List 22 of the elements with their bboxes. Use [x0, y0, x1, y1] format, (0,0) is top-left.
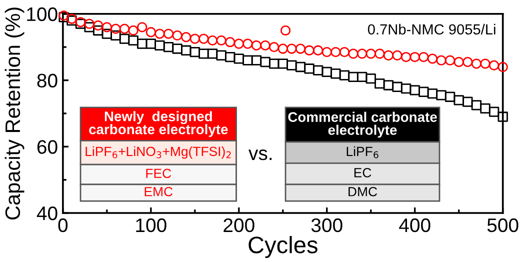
annotation: EC — [354, 168, 372, 178]
y-tick-label: 80 — [37, 74, 58, 88]
annotation: Newly designed carbonate electrolyte — [89, 111, 228, 138]
annotation: LiPF$_{6}$+LiNO$_{3}$+Mg(TFSI)$_{2}$ — [86, 146, 231, 159]
annotation: vs. — [248, 150, 272, 160]
annotation: Commercial carbonate electrolyte — [288, 112, 437, 138]
y-axis-title: Capacity Retention (%) — [4, 8, 24, 220]
x-axis-title: Cycles — [248, 236, 318, 258]
x-tick-label: 400 — [399, 218, 430, 232]
annotation: EMC — [144, 186, 173, 196]
annotation: DMC — [348, 186, 378, 196]
annotation: 0.7Nb-NMC 9055/Li — [368, 24, 496, 35]
annotation: LiPF$_{6}$ — [346, 146, 378, 158]
x-tick-label: 500 — [487, 218, 518, 232]
annotation: FEC — [146, 168, 172, 178]
x-tick-label: 100 — [136, 218, 166, 232]
x-tick-label: 300 — [311, 218, 342, 232]
y-tick-label: 60 — [37, 140, 58, 154]
x-tick-label: 200 — [224, 218, 254, 232]
y-tick-label: 40 — [36, 206, 58, 220]
x-tick-label: 0 — [58, 218, 68, 232]
y-tick-label: 100 — [27, 7, 58, 22]
